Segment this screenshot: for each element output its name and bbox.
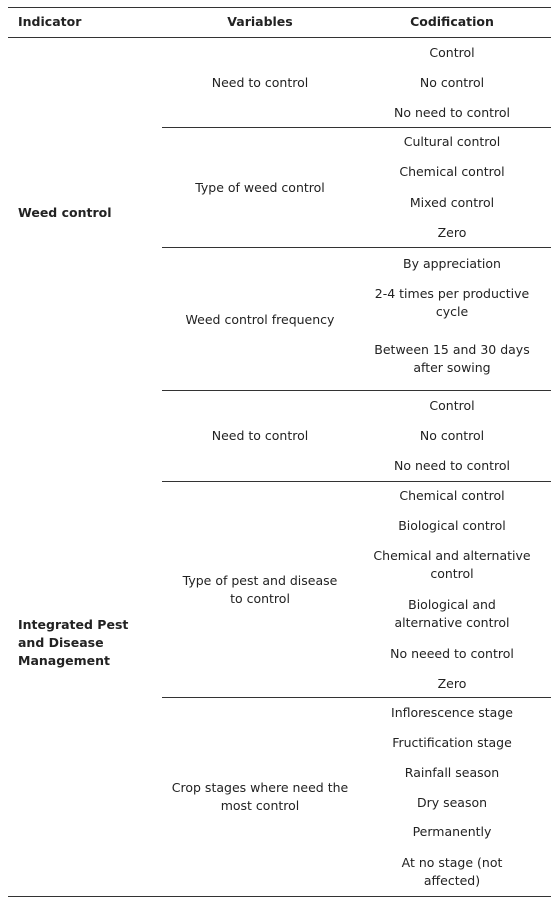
codification: Cultural control (403, 134, 501, 149)
variable: Weed control frequency (185, 312, 335, 327)
codification: Control (429, 398, 475, 413)
codification: No need to control (393, 105, 511, 120)
codification: Mixed control (409, 195, 495, 210)
codification: Chemical and alternative control (373, 548, 531, 581)
codification: 2-4 times per productive cycle (374, 286, 530, 319)
row-rule (8, 896, 551, 897)
codification: Inflorescence stage (391, 705, 513, 720)
variable: Type of pest and disease to control (182, 573, 338, 606)
codification: Control (429, 45, 475, 60)
codification: No need to control (393, 458, 511, 473)
variable: Type of weed control (195, 180, 325, 195)
codification: Rainfall season (404, 765, 500, 780)
variable: Crop stages where need the most control (171, 780, 349, 813)
codification: Chemical control (399, 164, 505, 179)
row-rule (8, 37, 551, 38)
row-rule (162, 127, 551, 128)
variable: Need to control (211, 428, 309, 443)
codification: Zero (437, 225, 467, 240)
codification: Dry season (416, 795, 488, 810)
row-rule (162, 390, 551, 391)
indicator: Integrated Pest and Disease Management (18, 617, 129, 668)
header-cell: Variables (227, 14, 293, 29)
row-rule (8, 7, 551, 8)
codification: Zero (437, 676, 467, 691)
indicator: Weed control (18, 205, 112, 220)
variable: Need to control (211, 75, 309, 90)
codification: No control (419, 75, 485, 90)
codification: Between 15 and 30 days after sowing (374, 342, 530, 375)
codification: No neeed to control (390, 646, 514, 661)
row-rule (162, 481, 551, 482)
header-cell: Indicator (18, 14, 82, 29)
codification: Chemical control (399, 488, 505, 503)
codification: Biological control (398, 518, 506, 533)
header-cell: Codification (410, 14, 494, 29)
codification: Permanently (412, 824, 492, 839)
codification: Biological and alternative control (394, 597, 510, 630)
codification: Fructification stage (392, 735, 512, 750)
codification: By appreciation (403, 256, 501, 271)
row-rule (162, 697, 551, 698)
codification: No control (419, 428, 485, 443)
codification: At no stage (not affected) (401, 855, 503, 888)
row-rule (162, 247, 551, 248)
